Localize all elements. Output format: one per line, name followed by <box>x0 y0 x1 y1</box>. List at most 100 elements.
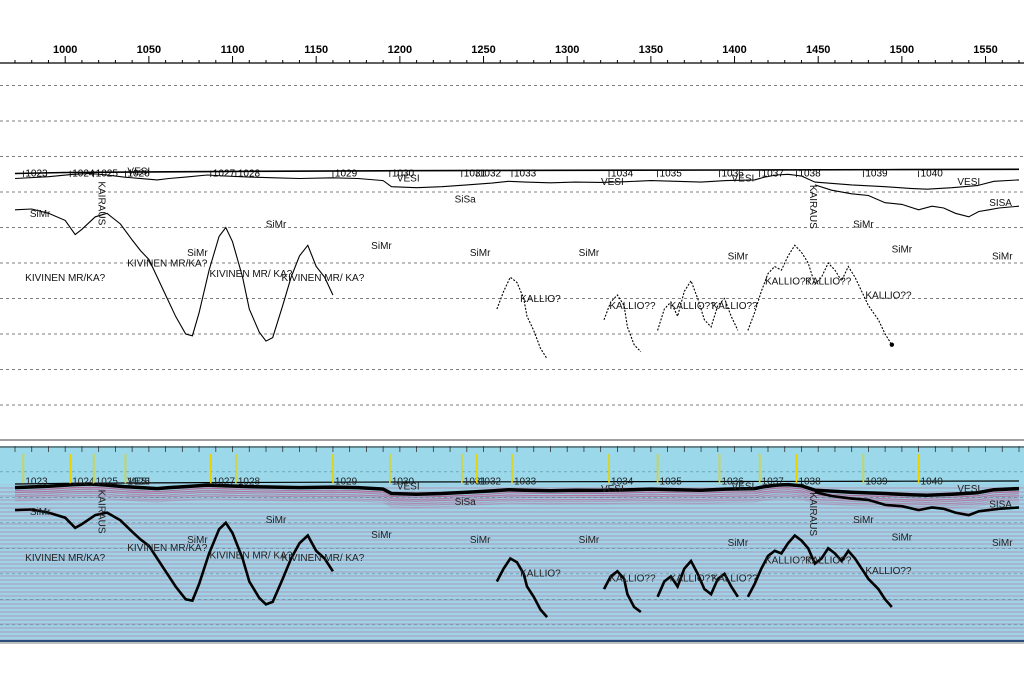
layer-annotation: KALLIO?? <box>711 573 758 584</box>
fix-point-label: 1026 <box>127 168 150 179</box>
drill-annotation: KAIRAUS <box>807 185 818 229</box>
x-tick-label: 1150 <box>304 44 328 56</box>
drill-annotation: KAIRAUS <box>96 490 107 534</box>
fix-point-label: 1024 <box>72 168 95 179</box>
seismic-fix-label: 1035 <box>660 477 683 488</box>
x-tick-label: 1400 <box>722 44 746 56</box>
seismic-base-strip <box>0 640 1024 642</box>
seismic-fix-label: 1031 <box>464 477 487 488</box>
series-line-surface <box>14 168 1020 175</box>
layer-annotation: KALLIO? <box>520 294 561 305</box>
seismic-fix-label: 1034 <box>611 477 634 488</box>
seismic-fix-label: 1029 <box>335 477 358 488</box>
layer-annotation: SiMr <box>187 248 208 259</box>
fix-point-label: 1030 <box>392 168 415 179</box>
x-tick-label: 1450 <box>806 44 830 56</box>
layer-annotation: VESI <box>601 484 624 495</box>
layer-annotation: SiMr <box>992 538 1013 549</box>
fix-point-label: 1039 <box>865 168 888 179</box>
fix-point-label: 1031 <box>464 168 487 179</box>
series-line-bedrock_2 <box>603 294 642 353</box>
layer-annotation: VESI <box>397 482 420 493</box>
x-tick-label: 1300 <box>555 44 579 56</box>
series-line-silt_base_east <box>814 184 1020 218</box>
layer-annotation: KALLIO?? <box>805 276 852 287</box>
layer-annotation: VESI <box>732 173 755 184</box>
series-line-seabed <box>14 172 1020 190</box>
layer-annotation: SiMr <box>579 535 600 546</box>
layer-annotation: VESI <box>601 177 624 188</box>
seismic-line-bedrock_3 <box>656 558 739 598</box>
layer-annotation: SiMr <box>728 251 749 262</box>
layer-annotation: SiMr <box>470 248 491 259</box>
seismic-fix-label: 1038 <box>798 477 821 488</box>
series-line-bedrock_4 <box>747 244 893 345</box>
layer-annotation: KALLIO?? <box>609 573 656 584</box>
seismic-fix-label: 1028 <box>238 477 261 488</box>
seismic-fix-label: 1037 <box>762 477 785 488</box>
layer-annotation: KALLIO?? <box>865 291 912 302</box>
layer-annotation: SiMr <box>30 209 51 220</box>
layer-annotation: SISA <box>989 500 1012 511</box>
fix-point-label: 1035 <box>660 168 683 179</box>
layer-annotation: VESI <box>127 166 150 177</box>
layer-annotation: VESI <box>732 482 755 493</box>
x-tick-label: 1050 <box>137 44 161 56</box>
layer-annotation: KALLIO? <box>520 568 561 579</box>
x-tick-label: 1350 <box>639 44 663 56</box>
fix-point-label: 1032 <box>479 168 502 179</box>
seismic-line-bedrock_1 <box>495 556 549 618</box>
fix-point-label: 1040 <box>921 168 944 179</box>
layer-annotation: KALLIO?? <box>865 566 912 577</box>
layer-annotation: SISA <box>989 198 1012 209</box>
layer-annotation: SiMr <box>853 220 874 231</box>
layer-annotation: SiMr <box>30 507 51 518</box>
layer-annotation: KIVINEN MR/KA? <box>25 273 105 284</box>
seismic-fix-label: 1030 <box>392 477 415 488</box>
x-tick-label: 1250 <box>471 44 495 56</box>
layer-annotation: SiMr <box>579 248 600 259</box>
layer-annotation: SiMr <box>728 538 749 549</box>
layer-annotation: SiSa <box>455 195 477 206</box>
layer-annotation: SiMr <box>892 533 913 544</box>
drill-annotation: KAIRAUS <box>807 492 818 536</box>
layer-annotation: SiMr <box>992 251 1013 262</box>
layer-annotation: KALLIO?? <box>765 276 812 287</box>
layer-annotation: SiMr <box>187 535 208 546</box>
layer-annotation: KIVINEN MR/ KA? <box>281 553 364 564</box>
fix-point-label: 1033 <box>514 168 537 179</box>
layer-annotation: KIVINEN MR/ KA? <box>210 551 293 562</box>
layer-annotation: KIVINEN MR/KA? <box>127 259 207 270</box>
seismic-fix-label: 1025 <box>96 477 119 488</box>
layer-annotation: VESI <box>957 484 980 495</box>
layer-annotation: KALLIO?? <box>609 301 656 312</box>
layer-annotation: KALLIO?? <box>711 301 758 312</box>
x-tick-label: 1000 <box>53 44 77 56</box>
seismic-fix-label: 1024 <box>72 477 95 488</box>
fix-point-label: 1034 <box>611 168 634 179</box>
seismic-texture <box>0 484 1024 640</box>
seismic-fix-label: 1023 <box>25 477 48 488</box>
fix-point-label: 1028 <box>238 168 261 179</box>
seismic-line-bedrock_2 <box>602 569 642 614</box>
seismic-fix-label: 1026 <box>127 477 150 488</box>
layer-annotation: SiMr <box>266 220 287 231</box>
seismic-reflector <box>14 494 1020 508</box>
seismic-fix-label: 1036 <box>721 477 744 488</box>
layer-annotation: KIVINEN MR/ KA? <box>210 269 293 280</box>
layer-annotation: KALLIO?? <box>805 556 852 567</box>
seismic-reflector <box>14 496 1020 510</box>
layer-annotation: KIVINEN MR/ KA? <box>281 273 364 284</box>
series-line-silt_base_west <box>14 208 334 342</box>
fix-point-label: 1027 <box>213 168 236 179</box>
layer-annotation: KALLIO?? <box>670 573 717 584</box>
seismic-fix-label: 1040 <box>921 477 944 488</box>
series-line-bedrock_1 <box>496 276 548 360</box>
layer-annotation: KIVINEN MR/KA? <box>25 553 105 564</box>
seismic-fix-label: 1032 <box>479 477 502 488</box>
layer-annotation: KALLIO?? <box>670 301 717 312</box>
fix-point-label: 1023 <box>25 168 48 179</box>
seismic-fix-label: 1027 <box>213 477 236 488</box>
